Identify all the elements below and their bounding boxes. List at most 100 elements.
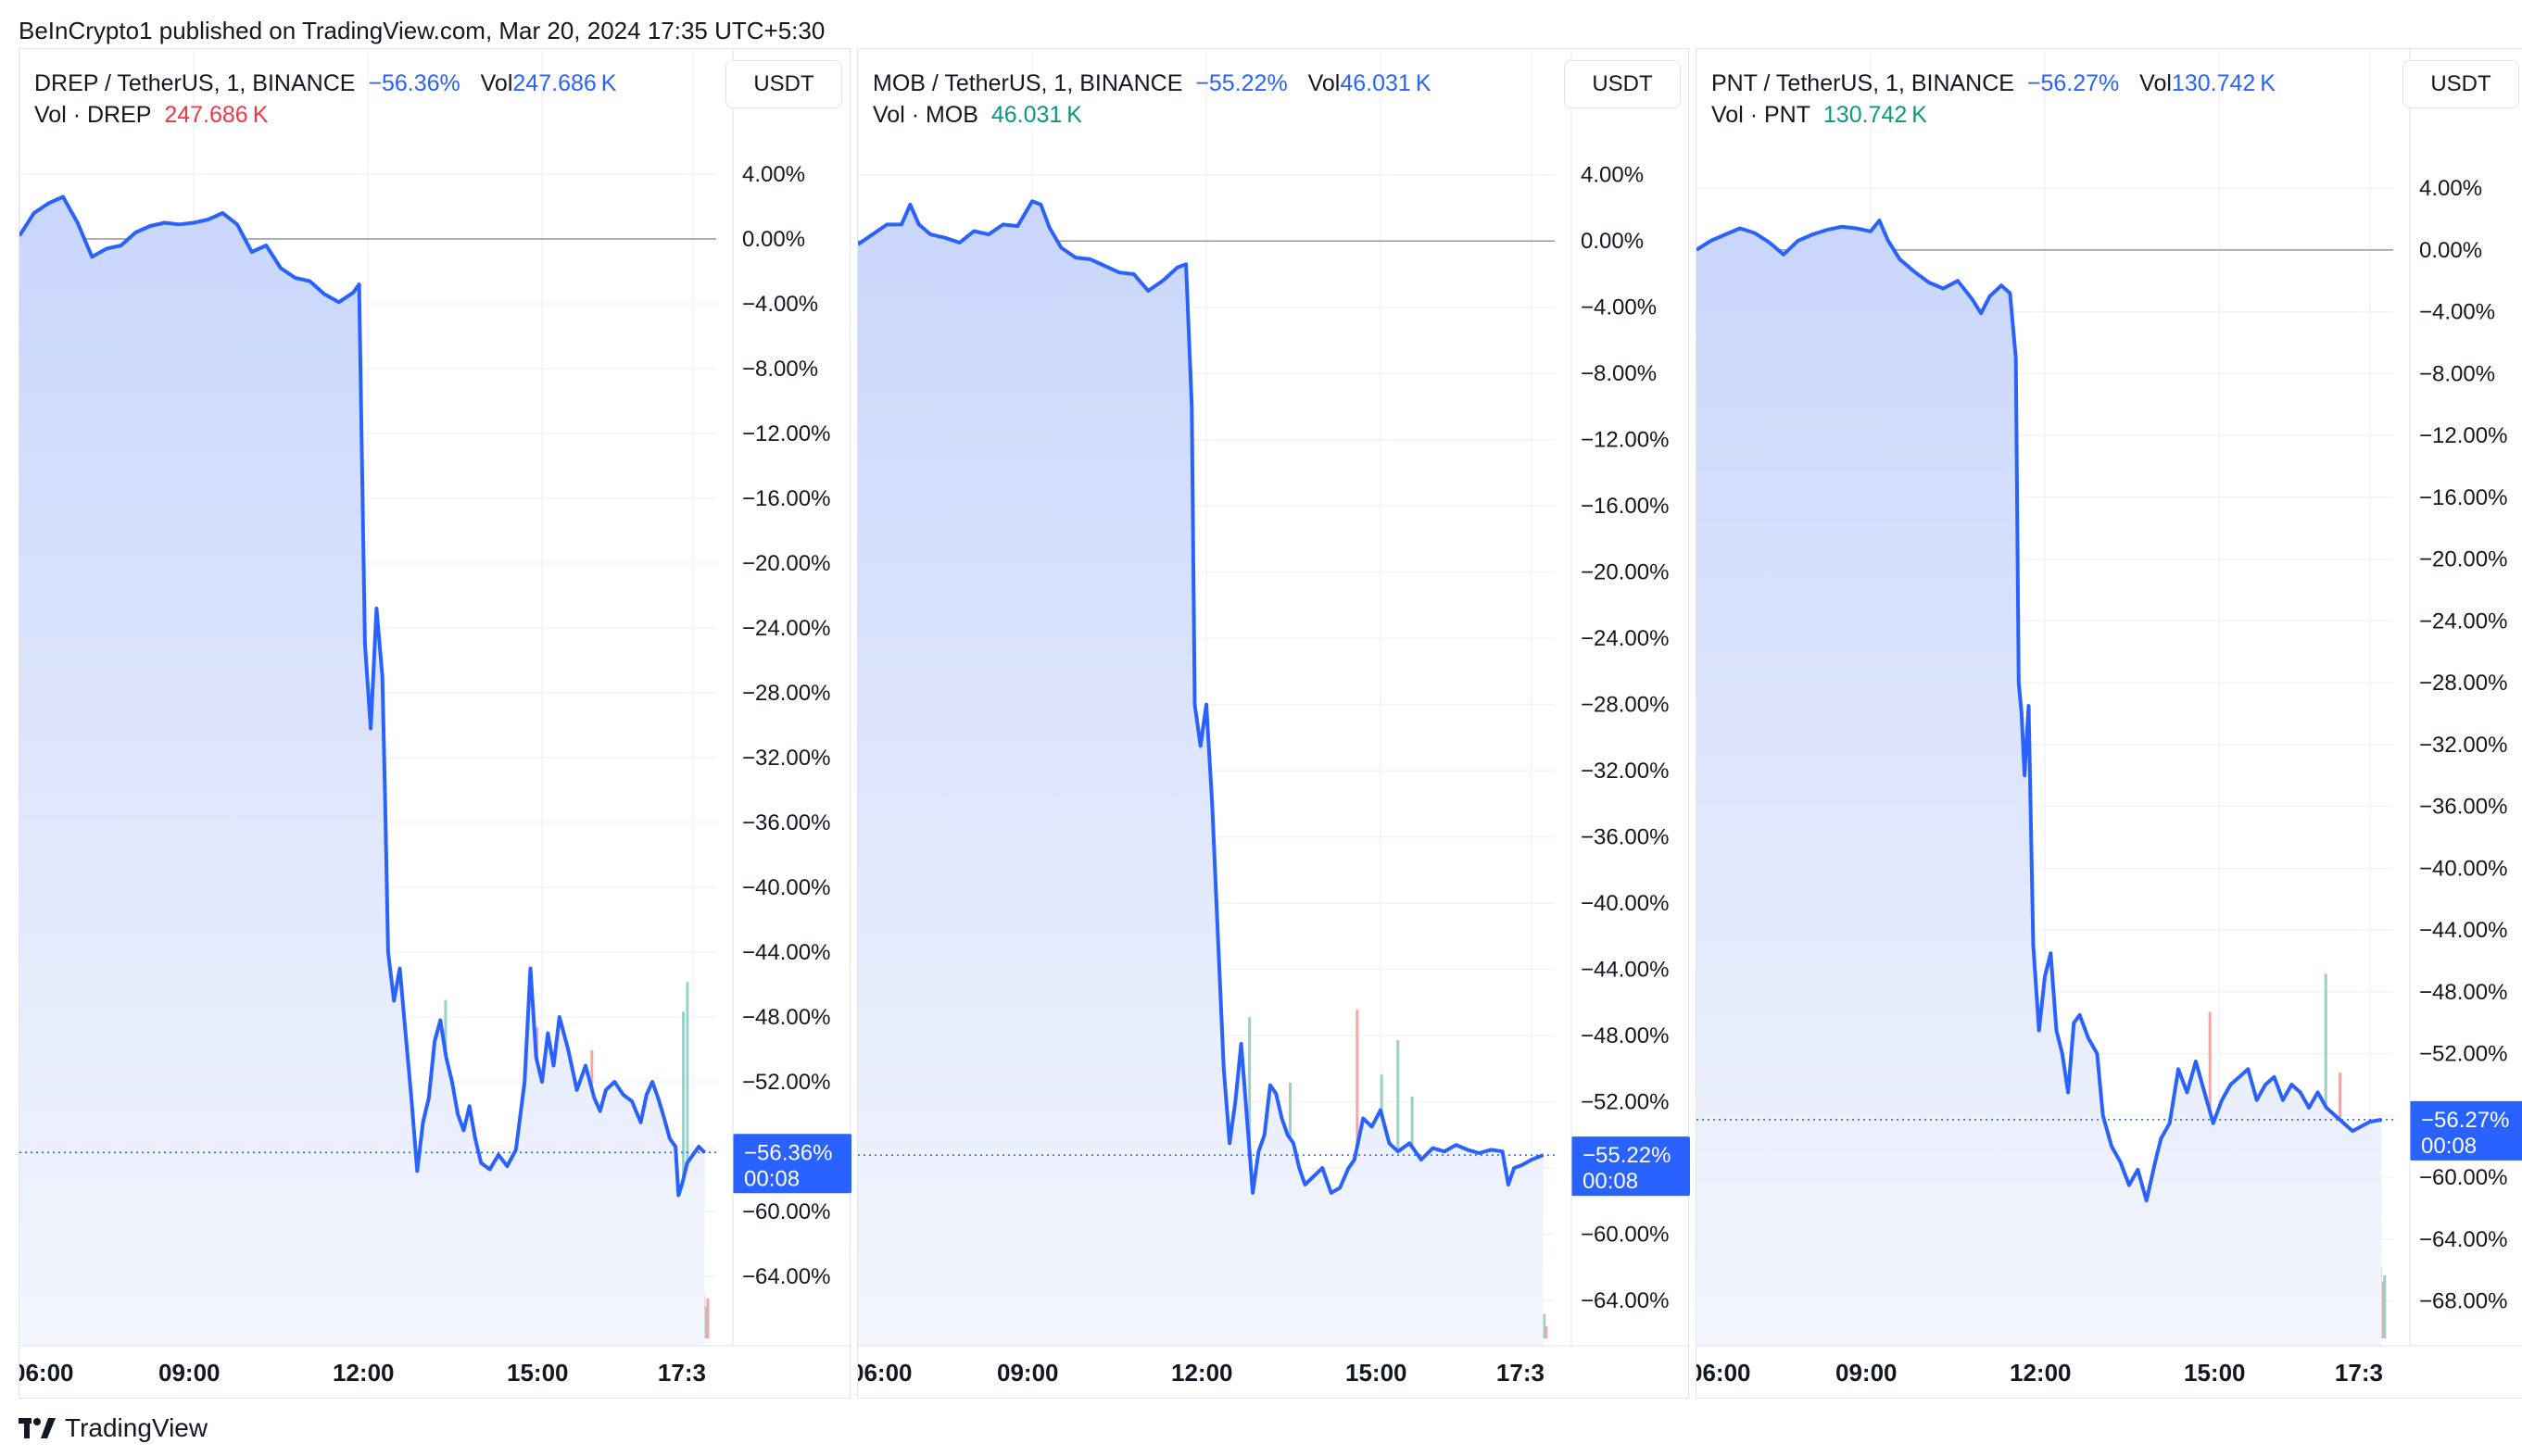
countdown-label: 00:08 — [744, 1166, 800, 1191]
y-tick-label: 0.00% — [2419, 238, 2482, 263]
vol-row-label[interactable]: Vol · DREP — [34, 102, 152, 128]
y-tick-label: −36.00% — [742, 810, 830, 835]
y-tick-label: −32.00% — [1581, 759, 1669, 784]
y-tick-label: 4.00% — [1581, 163, 1644, 188]
vol-row-value: 46.031 K — [990, 102, 1082, 128]
y-tick-label: −20.00% — [742, 551, 830, 576]
y-tick-label: −52.00% — [742, 1070, 830, 1095]
y-tick-label: −16.00% — [742, 486, 830, 511]
change-percent: −55.22% — [1195, 70, 1288, 96]
y-tick-label: −64.00% — [1581, 1288, 1669, 1313]
vol-value: 46.031 K — [1340, 70, 1431, 96]
y-tick-label: −20.00% — [2419, 547, 2507, 572]
y-tick-label: −64.00% — [2419, 1227, 2507, 1252]
symbol-title[interactable]: PNT / TetherUS, 1, BINANCE — [1711, 70, 2014, 96]
currency-button[interactable]: USDT — [725, 60, 842, 108]
last-price-tag: −56.27%00:08 — [2410, 1100, 2522, 1161]
y-tick-label: −40.00% — [2419, 856, 2507, 881]
x-tick-label: 12:00 — [1171, 1359, 1233, 1387]
y-tick-label: −4.00% — [1581, 295, 1657, 320]
chart-legend: PNT / TetherUS, 1, BINANCE −56.27% Vol13… — [1711, 68, 2276, 131]
y-tick-label: −24.00% — [2419, 609, 2507, 634]
y-tick-label: −52.00% — [2419, 1042, 2507, 1067]
last-price-tag: −55.22%00:08 — [1571, 1136, 1690, 1197]
y-tick-label: −48.00% — [1581, 1023, 1669, 1048]
chart-legend: MOB / TetherUS, 1, BINANCE −55.22% Vol46… — [873, 68, 1431, 131]
y-tick-label: −60.00% — [742, 1199, 830, 1224]
chart-panel-2[interactable]: 4.00% 0.00% −4.00% −8.00% −12.00% −16.00% −20.… — [857, 48, 1690, 1399]
tradingview-brand: TradingView — [65, 1413, 208, 1442]
vol-row-label[interactable]: Vol · PNT — [1711, 102, 1810, 128]
volume-bar — [2383, 1274, 2387, 1338]
vol-label: Vol — [1307, 70, 1341, 96]
x-tick-label: 15:00 — [1345, 1359, 1407, 1387]
volume-bar — [1543, 1313, 1546, 1338]
y-tick-label: 4.00% — [742, 162, 805, 187]
y-tick-label: −8.00% — [2419, 361, 2495, 386]
volume-bar — [2381, 1281, 2385, 1338]
y-tick-label: 4.00% — [2419, 176, 2482, 201]
countdown-label: 00:08 — [1583, 1169, 1638, 1194]
y-tick-label: −48.00% — [2419, 980, 2507, 1005]
last-price-label: −56.27% — [2421, 1108, 2509, 1133]
y-tick-label: −4.00% — [2419, 300, 2495, 325]
x-tick-label: 17:3 — [658, 1359, 706, 1387]
last-price-label: −56.36% — [744, 1140, 832, 1165]
y-tick-label: −12.00% — [1581, 428, 1669, 453]
y-tick-label: −12.00% — [742, 421, 830, 446]
y-tick-label: −32.00% — [742, 746, 830, 771]
currency-button[interactable]: USDT — [1564, 60, 1681, 108]
price-area — [858, 201, 1544, 1346]
chart-panel-1[interactable]: 4.00% 0.00% −4.00% −8.00% −12.00% −16.00% −20.… — [19, 48, 851, 1399]
y-tick-label: −44.00% — [1581, 958, 1669, 983]
x-tick-label: 15:00 — [2184, 1359, 2246, 1387]
currency-button[interactable]: USDT — [2402, 60, 2519, 108]
vol-value: 130.742 K — [2171, 70, 2276, 96]
y-tick-label: −24.00% — [742, 616, 830, 641]
y-tick-label: −48.00% — [742, 1005, 830, 1030]
x-tick-label: 12:00 — [333, 1359, 395, 1387]
y-tick-label: −12.00% — [2419, 423, 2507, 448]
y-tick-label: 0.00% — [1581, 229, 1644, 254]
x-tick-label: 06:00 — [858, 1359, 913, 1387]
x-tick-label: 09:00 — [997, 1359, 1059, 1387]
tradingview-logo-icon — [19, 1418, 56, 1438]
x-tick-label: 17:3 — [2335, 1359, 2383, 1387]
y-tick-label: −24.00% — [1581, 626, 1669, 651]
chart-svg: 4.00% 0.00% −4.00% −8.00% −12.00% −16.00% −20.… — [1696, 49, 2522, 1398]
price-line — [858, 199, 1545, 1195]
x-tick-label: 06:00 — [19, 1359, 74, 1387]
x-tick-label: 15:00 — [507, 1359, 569, 1387]
y-tick-label: −36.00% — [1581, 825, 1669, 850]
y-tick-label: −32.00% — [2419, 733, 2507, 758]
y-tick-label: −4.00% — [742, 292, 818, 317]
y-tick-label: −68.00% — [2419, 1289, 2507, 1314]
countdown-label: 00:08 — [2421, 1134, 2477, 1159]
price-line — [1696, 219, 2382, 1203]
price-line — [19, 195, 706, 1198]
symbol-title[interactable]: MOB / TetherUS, 1, BINANCE — [873, 70, 1183, 96]
y-tick-label: −40.00% — [742, 875, 830, 900]
y-tick-label: −20.00% — [1581, 560, 1669, 585]
vol-row-value: 247.686 K — [164, 102, 269, 128]
symbol-title[interactable]: DREP / TetherUS, 1, BINANCE — [34, 70, 356, 96]
y-tick-label: −16.00% — [2419, 485, 2507, 510]
last-price-label: −55.22% — [1583, 1143, 1671, 1168]
publish-info: BeInCrypto1 published on TradingView.com… — [19, 17, 826, 44]
y-tick-label: −40.00% — [1581, 891, 1669, 916]
chart-panel-3[interactable]: 4.00% 0.00% −4.00% −8.00% −12.00% −16.00% −20.… — [1696, 48, 2522, 1399]
y-tick-label: −44.00% — [2419, 918, 2507, 943]
chart-svg: 4.00% 0.00% −4.00% −8.00% −12.00% −16.00% −20.… — [858, 49, 1690, 1398]
y-tick-label: −8.00% — [742, 357, 818, 382]
vol-row-label[interactable]: Vol · MOB — [873, 102, 978, 128]
y-tick-label: −44.00% — [742, 940, 830, 965]
price-area — [19, 196, 705, 1346]
vol-value: 247.686 K — [512, 70, 617, 96]
change-percent: −56.27% — [2026, 70, 2120, 96]
price-area — [1696, 220, 2382, 1347]
y-tick-label: −60.00% — [1581, 1223, 1669, 1248]
x-tick-label: 09:00 — [1835, 1359, 1898, 1387]
y-tick-label: −28.00% — [2419, 671, 2507, 696]
y-tick-label: −64.00% — [742, 1264, 830, 1289]
tradingview-footer[interactable]: TradingView — [19, 1413, 208, 1443]
